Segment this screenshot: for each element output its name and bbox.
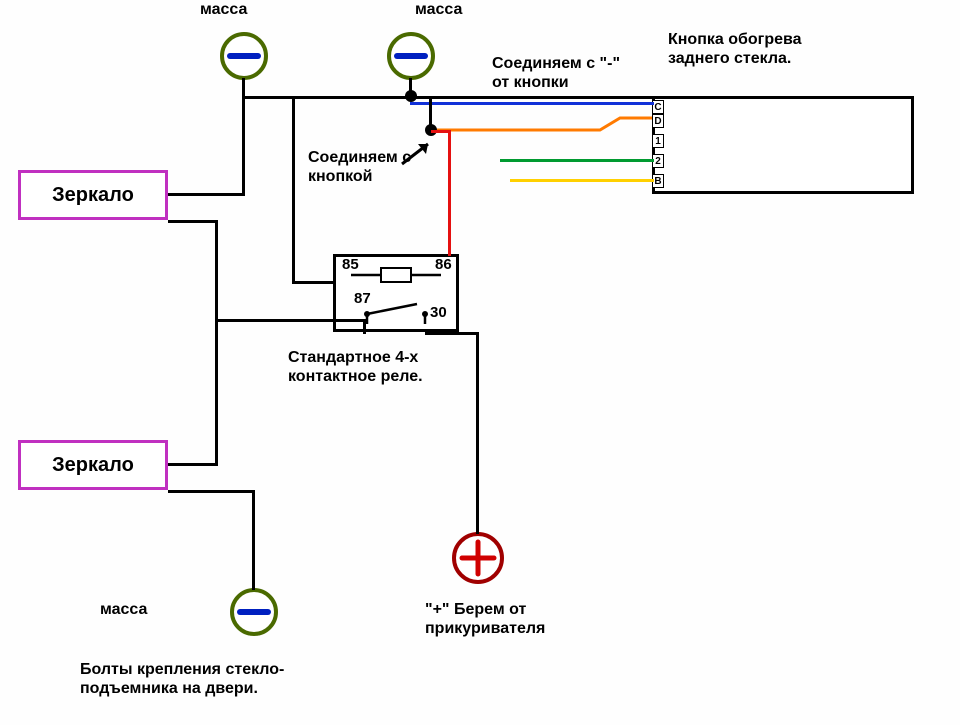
mirror-2-label: Зеркало [52, 454, 134, 477]
wire-mirror2-to-ground3 [252, 490, 255, 590]
wire-mirror2-top [168, 463, 218, 466]
label-plus-src: "+" Берем от прикуривателя [425, 600, 545, 638]
wire-orange [430, 112, 670, 142]
ground-symbol-2 [385, 30, 437, 82]
label-bolts: Болты крепления стекло- подъемника на дв… [80, 660, 284, 698]
wire-green [500, 159, 654, 162]
wire-red-v [448, 130, 451, 256]
wire-30-down [476, 332, 479, 534]
wire-mirror2-bottom [168, 490, 255, 493]
wire-blue [410, 102, 654, 105]
label-relay-desc: Стандартное 4-х контактное реле. [288, 348, 423, 386]
plus-symbol [450, 530, 506, 586]
mirror-1-label: Зеркало [52, 184, 134, 207]
wire-87-drop [363, 319, 366, 334]
relay-pin-30: 30 [430, 304, 447, 322]
wire-ground1-to-mirror1 [168, 193, 245, 196]
wire-mirror1-down [215, 220, 218, 466]
wire-30-from-relay [425, 332, 428, 335]
mirror-2-box: Зеркало [18, 440, 168, 490]
wire-bus-top [292, 96, 652, 99]
button-box [652, 96, 914, 194]
wire-bus-left [292, 96, 295, 284]
wire-red-h [431, 130, 451, 133]
wire-ground2-drop [409, 78, 412, 98]
wire-mirror1-right [168, 220, 218, 223]
label-button-title: Кнопка обогрева заднего стекла. [668, 30, 802, 68]
wire-87-out [215, 319, 365, 322]
wire-orange-drop [429, 96, 432, 130]
ground-symbol-3 [228, 586, 280, 638]
wire-yellow [510, 179, 654, 182]
relay-pin-85: 85 [342, 256, 359, 274]
label-massa-3: масса [100, 600, 147, 619]
label-massa-2: масса [415, 0, 462, 19]
label-connect-minus: Соединяем с "-" от кнопки [492, 54, 620, 92]
mirror-1-box: Зеркало [18, 170, 168, 220]
wire-bus-bottom [292, 281, 335, 284]
ground-symbol-1 [218, 30, 270, 82]
relay-pin-86: 86 [435, 256, 452, 274]
arrow-icon [400, 138, 440, 168]
relay-pin-87: 87 [354, 290, 371, 308]
label-connect-btn: Соединяем с кнопкой [308, 148, 411, 186]
label-massa-1: масса [200, 0, 247, 19]
wire-ground1-branch [242, 96, 295, 99]
wire-30-h [425, 332, 479, 335]
